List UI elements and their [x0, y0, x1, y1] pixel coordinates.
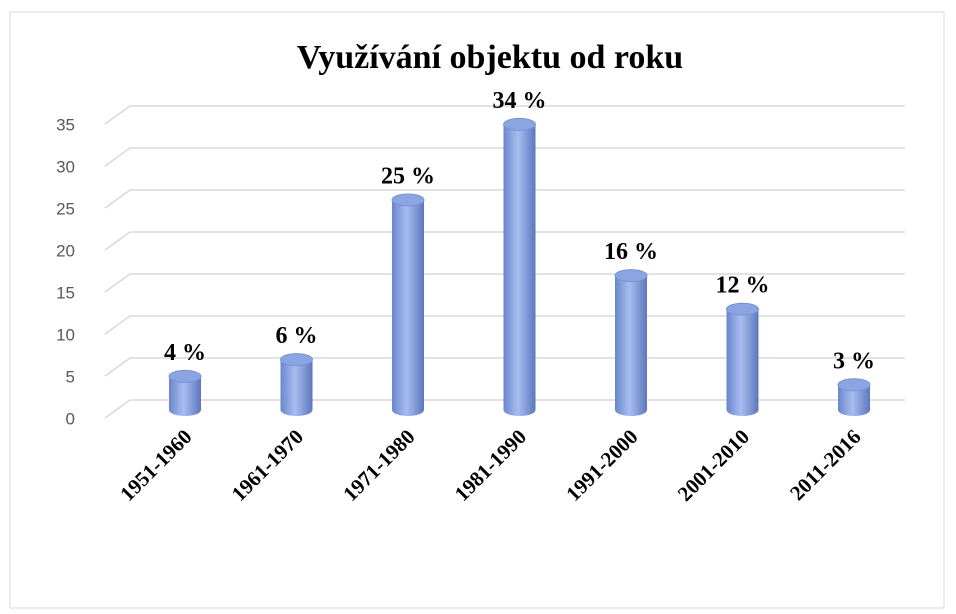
y-tick-label: 35	[56, 115, 75, 134]
bar-part	[726, 309, 759, 416]
bar-part	[503, 124, 536, 417]
bar-part	[837, 378, 871, 392]
bar	[168, 369, 202, 416]
y-tick-label: 25	[56, 199, 75, 218]
y-tick-label: 0	[66, 409, 75, 428]
bar	[726, 302, 759, 416]
grid-line	[104, 231, 905, 251]
chart-title: Využívání objektu od roku	[297, 39, 683, 76]
y-tick-label: 20	[56, 241, 75, 260]
bar-part	[168, 369, 202, 383]
bar-part	[280, 353, 313, 367]
bar	[391, 193, 425, 416]
y-tick-label: 15	[56, 283, 75, 302]
value-label: 6 %	[276, 323, 318, 349]
bar	[614, 269, 648, 416]
value-label: 34 %	[493, 88, 547, 114]
bar	[280, 353, 313, 416]
value-label: 4 %	[164, 340, 206, 366]
bar-part	[615, 275, 647, 416]
y-tick-label: 30	[56, 157, 75, 176]
y-tick-label: 10	[56, 325, 75, 344]
value-label: 3 %	[833, 348, 875, 374]
bar	[837, 378, 871, 416]
bar-part	[726, 302, 759, 316]
value-label: 25 %	[381, 164, 435, 190]
y-tick-label: 5	[66, 367, 75, 386]
bar-part	[280, 359, 313, 416]
bar-part	[391, 193, 425, 207]
chart-border	[9, 11, 945, 609]
bar-part	[503, 117, 536, 131]
bar-part	[838, 384, 870, 416]
value-label: 16 %	[604, 239, 658, 265]
bar	[503, 117, 536, 417]
bar-part	[614, 269, 648, 283]
bar-part	[392, 200, 424, 416]
grid-line	[104, 189, 905, 209]
grid-line	[104, 147, 905, 167]
grid-line	[104, 105, 905, 125]
value-label: 12 %	[716, 273, 770, 299]
bar-part	[169, 376, 201, 416]
